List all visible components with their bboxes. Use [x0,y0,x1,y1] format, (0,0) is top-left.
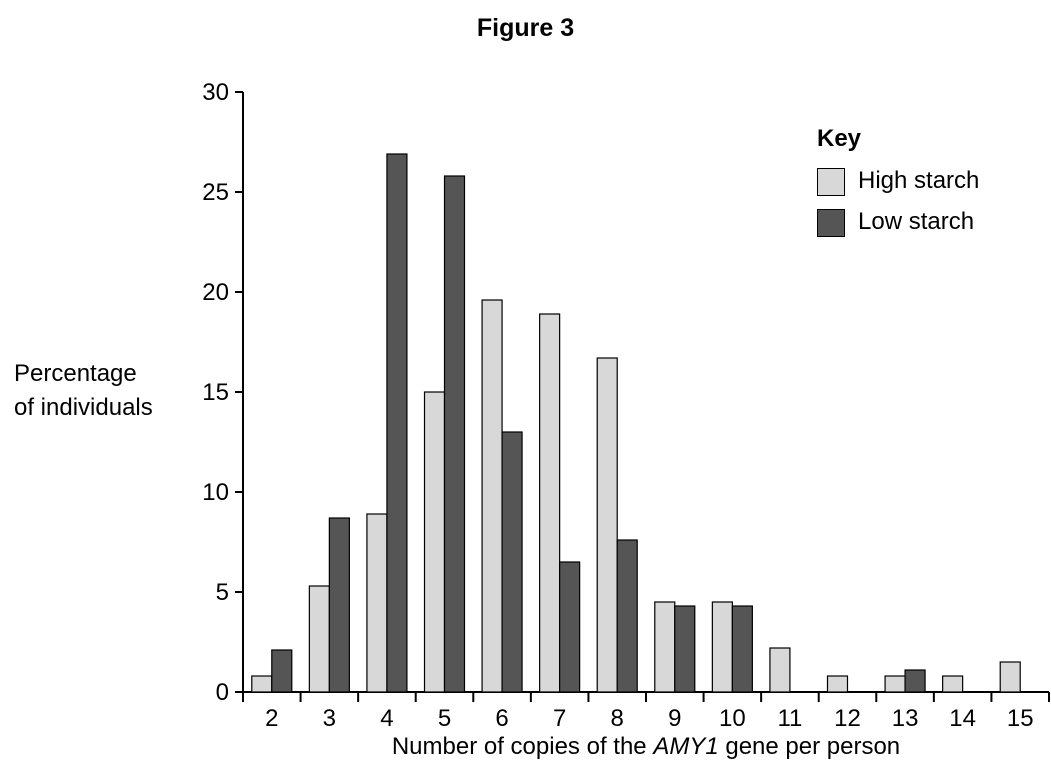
x-tick-label: 2 [265,705,278,732]
x-tick-label: 15 [1007,705,1034,732]
chart-title: Figure 3 [476,14,575,42]
bar-high-starch [826,675,849,693]
bar-low-starch [443,175,466,693]
bar-high-starch [251,675,273,693]
x-axis-label-end: gene per person [718,733,901,760]
bar-high-starch [884,675,906,693]
legend-swatch-low-starch [817,209,845,237]
bar-high-starch [308,585,330,693]
x-tick-label: 9 [668,705,681,732]
bar-low-starch [328,517,350,693]
legend-label-low-starch: Low starch [858,208,975,235]
legend-swatch-high-starch [817,168,845,196]
x-axis-label: Number of copies of the AMY1 gene per pe… [243,733,1049,761]
y-axis-label-line-2: of individuals [14,394,153,421]
y-axis-label-line-1: Percentage [14,360,137,387]
y-tick-label: 20 [202,279,229,306]
bars [251,153,1021,693]
legend-title: Key [817,125,862,152]
x-tick-label: 6 [495,705,508,732]
x-tick-label: 10 [719,705,746,732]
x-tick-label: 14 [949,705,976,732]
y-tick-label: 5 [216,579,229,606]
bar-low-starch [386,153,408,693]
bar-high-starch [423,391,446,693]
bar-low-starch [731,605,753,693]
bar-high-starch [942,675,964,693]
bar-high-starch [711,601,733,693]
bar-low-starch [904,669,926,693]
x-tick-label: 8 [611,705,624,732]
bar-low-starch [559,561,581,693]
axes: 0 5 10 15 20 25 30 2 3 4 5 6 7 8 9 10 11 12 13 14 15 [202,79,1050,732]
bar-high-starch [539,313,561,693]
y-tick-label: 0 [216,679,229,706]
x-tick-label: 3 [323,705,336,732]
y-tick-label: 30 [202,79,229,106]
bar-high-starch [481,299,503,693]
y-tick-label: 15 [202,379,229,406]
x-tick-label: 11 [777,705,802,732]
bar-low-starch [271,649,293,693]
x-tick-label: 4 [380,705,393,732]
bar-low-starch [501,431,523,693]
x-tick-label: 7 [553,705,566,732]
bar-low-starch [616,539,638,693]
bar-high-starch [654,601,676,693]
bar-high-starch [769,647,791,693]
y-tick-label: 10 [202,479,229,506]
bar-high-starch [366,513,388,693]
bar-high-starch [596,357,618,693]
bar-low-starch [674,605,696,693]
legend-label-high-starch: High starch [858,167,980,194]
x-tick-label: 5 [438,705,451,732]
x-axis-label-start: Number of copies of the [391,733,654,760]
y-tick-label: 25 [202,179,229,206]
bar-high-starch [999,661,1021,693]
x-tick-label: 12 [834,705,861,732]
x-tick-label: 13 [892,705,919,732]
x-axis-label-gene: AMY1 [653,733,719,760]
